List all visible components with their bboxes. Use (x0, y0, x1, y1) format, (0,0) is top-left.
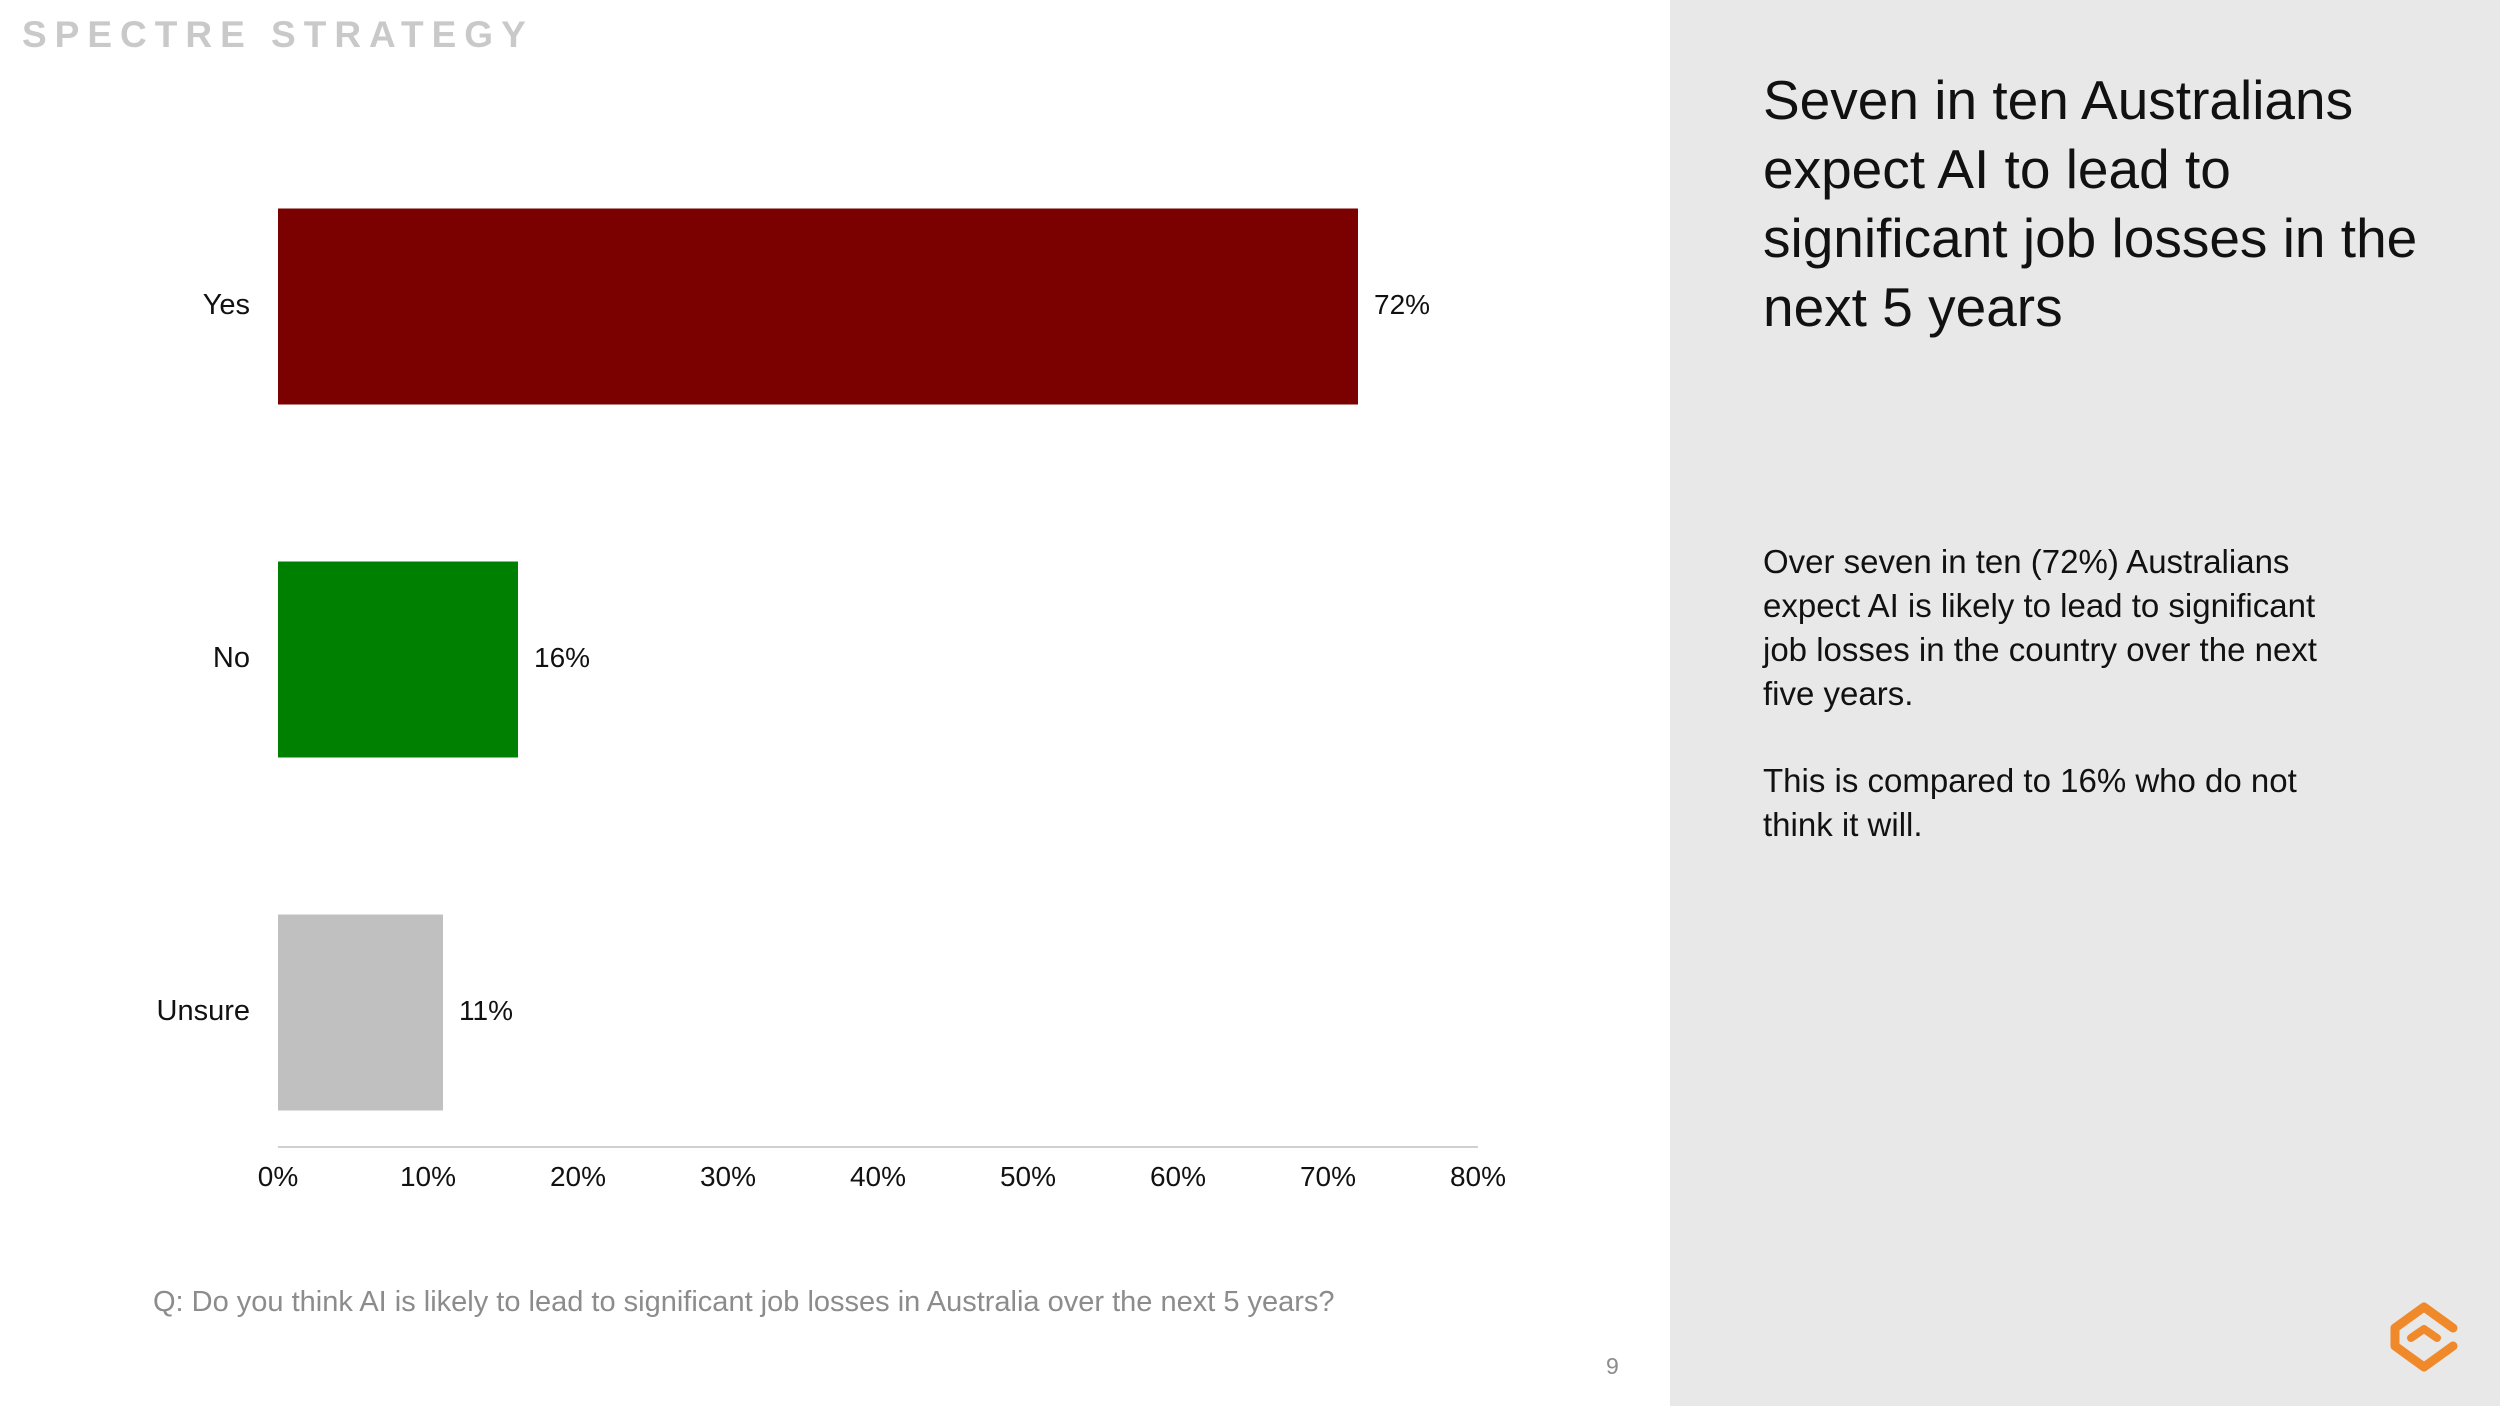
side-panel: Seven in ten Australians expect AI to le… (1670, 0, 2500, 1406)
page-number: 9 (1606, 1353, 1619, 1379)
category-label: No (213, 642, 250, 674)
headline: Seven in ten Australians expect AI to le… (1763, 69, 2418, 338)
bar-yes (278, 208, 1358, 405)
bar-chart: Yes 72% No 16% Unsure 11% 0% 10% 20% 30% 40% 50% 60%… (157, 208, 1506, 1192)
x-tick-label: 70% (1300, 1161, 1356, 1192)
x-tick-label: 10% (400, 1161, 456, 1192)
x-tick-label: 30% (700, 1161, 756, 1192)
survey-question: Q: Do you think AI is likely to lead to … (153, 1286, 1335, 1318)
category-label: Unsure (157, 995, 251, 1027)
data-label: 72% (1374, 289, 1430, 320)
data-label: 11% (459, 995, 513, 1026)
bar-unsure (278, 914, 443, 1111)
category-label: Yes (203, 289, 250, 321)
x-tick-label: 0% (258, 1161, 298, 1192)
x-tick-label: 60% (1150, 1161, 1206, 1192)
body-paragraph: This is compared to 16% who do not think… (1763, 762, 2297, 843)
spectre-logo-icon (2390, 1302, 2458, 1372)
brand-wordmark: SPECTRE STRATEGY (22, 14, 534, 55)
x-tick-label: 40% (850, 1161, 906, 1192)
bar-no (278, 561, 518, 758)
data-label: 16% (534, 642, 590, 673)
body-paragraph: Over seven in ten (72%) Australians expe… (1763, 543, 2317, 712)
x-tick-label: 20% (550, 1161, 606, 1192)
x-tick-label: 50% (1000, 1161, 1056, 1192)
x-tick-label: 80% (1450, 1161, 1506, 1192)
